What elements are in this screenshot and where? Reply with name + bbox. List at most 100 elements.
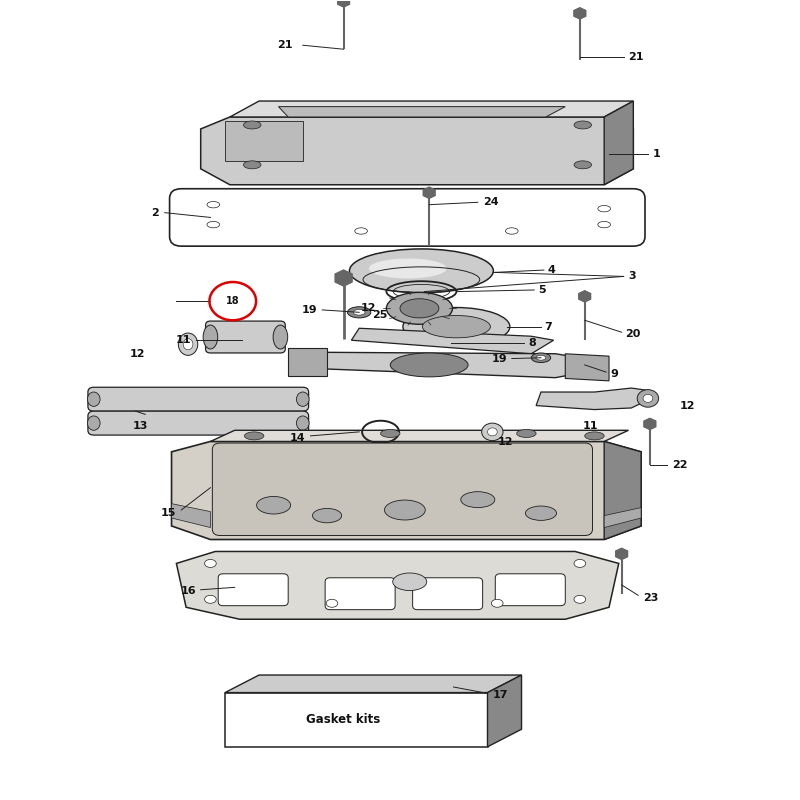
FancyBboxPatch shape — [325, 578, 395, 610]
Polygon shape — [351, 328, 554, 354]
Ellipse shape — [536, 355, 546, 360]
Text: 14: 14 — [290, 434, 306, 443]
Polygon shape — [616, 548, 627, 559]
Text: 7: 7 — [544, 322, 552, 332]
Polygon shape — [335, 270, 352, 286]
Polygon shape — [302, 352, 585, 378]
Ellipse shape — [313, 509, 342, 522]
Ellipse shape — [598, 222, 610, 228]
Ellipse shape — [326, 599, 338, 607]
FancyBboxPatch shape — [88, 387, 309, 411]
Text: 24: 24 — [482, 198, 498, 207]
Text: 2: 2 — [151, 208, 159, 218]
Text: 12: 12 — [680, 402, 695, 411]
Polygon shape — [230, 101, 634, 117]
Ellipse shape — [87, 392, 100, 406]
Polygon shape — [210, 430, 629, 442]
Ellipse shape — [400, 298, 439, 318]
Polygon shape — [604, 101, 634, 185]
Ellipse shape — [205, 595, 216, 603]
Ellipse shape — [517, 430, 536, 438]
Ellipse shape — [347, 306, 371, 318]
Ellipse shape — [207, 202, 220, 208]
FancyBboxPatch shape — [413, 578, 482, 610]
Text: 11: 11 — [175, 335, 191, 346]
Text: 12: 12 — [130, 349, 146, 358]
Polygon shape — [579, 290, 590, 302]
Polygon shape — [338, 0, 350, 7]
Polygon shape — [574, 8, 586, 19]
Polygon shape — [423, 187, 435, 198]
Text: 4: 4 — [548, 265, 556, 275]
Text: 15: 15 — [161, 508, 176, 518]
Ellipse shape — [491, 599, 503, 607]
Ellipse shape — [381, 430, 400, 438]
Ellipse shape — [574, 559, 586, 567]
Text: 3: 3 — [629, 271, 636, 282]
Polygon shape — [225, 121, 302, 161]
Polygon shape — [536, 388, 648, 410]
Polygon shape — [171, 442, 641, 539]
Polygon shape — [171, 504, 210, 527]
Ellipse shape — [273, 325, 288, 349]
FancyBboxPatch shape — [495, 574, 566, 606]
Text: 19: 19 — [302, 305, 318, 315]
Ellipse shape — [393, 573, 426, 590]
Ellipse shape — [574, 161, 591, 169]
Text: 18: 18 — [226, 296, 239, 306]
Ellipse shape — [243, 161, 261, 169]
Ellipse shape — [369, 258, 446, 278]
Text: 23: 23 — [643, 593, 658, 602]
Ellipse shape — [350, 249, 494, 293]
Ellipse shape — [178, 333, 198, 355]
Polygon shape — [278, 106, 566, 117]
FancyBboxPatch shape — [218, 574, 288, 606]
Ellipse shape — [422, 315, 490, 338]
Polygon shape — [176, 551, 618, 619]
Ellipse shape — [297, 392, 309, 406]
Text: 22: 22 — [672, 460, 688, 470]
Text: 12: 12 — [361, 302, 377, 313]
Polygon shape — [225, 675, 522, 693]
FancyBboxPatch shape — [206, 321, 286, 353]
Text: 20: 20 — [626, 329, 641, 339]
Ellipse shape — [506, 228, 518, 234]
Text: 11: 11 — [582, 421, 598, 430]
Text: 21: 21 — [629, 52, 644, 62]
Ellipse shape — [354, 310, 365, 315]
Text: 16: 16 — [180, 586, 196, 596]
Ellipse shape — [482, 423, 503, 441]
Ellipse shape — [354, 228, 367, 234]
Text: 21: 21 — [278, 40, 293, 50]
Ellipse shape — [461, 492, 494, 508]
Text: 5: 5 — [538, 285, 546, 295]
Text: 12: 12 — [498, 438, 513, 447]
Polygon shape — [201, 117, 634, 185]
Polygon shape — [288, 348, 327, 376]
Ellipse shape — [257, 497, 290, 514]
Ellipse shape — [585, 432, 604, 440]
Ellipse shape — [245, 432, 264, 440]
Text: 9: 9 — [610, 369, 618, 378]
Ellipse shape — [643, 394, 653, 402]
Ellipse shape — [574, 121, 591, 129]
Ellipse shape — [183, 338, 193, 350]
Ellipse shape — [390, 353, 468, 377]
Ellipse shape — [297, 416, 309, 430]
Ellipse shape — [385, 500, 426, 520]
Ellipse shape — [243, 121, 261, 129]
Ellipse shape — [574, 595, 586, 603]
Polygon shape — [604, 442, 641, 539]
Ellipse shape — [207, 222, 220, 228]
Text: Gasket kits: Gasket kits — [306, 713, 380, 726]
Ellipse shape — [386, 292, 453, 324]
FancyBboxPatch shape — [88, 411, 309, 435]
Ellipse shape — [638, 390, 658, 407]
Polygon shape — [487, 675, 522, 746]
Text: 1: 1 — [653, 150, 661, 159]
FancyBboxPatch shape — [212, 443, 593, 535]
Ellipse shape — [403, 307, 510, 346]
Ellipse shape — [531, 353, 550, 362]
FancyBboxPatch shape — [225, 693, 487, 746]
Text: 17: 17 — [492, 690, 508, 700]
